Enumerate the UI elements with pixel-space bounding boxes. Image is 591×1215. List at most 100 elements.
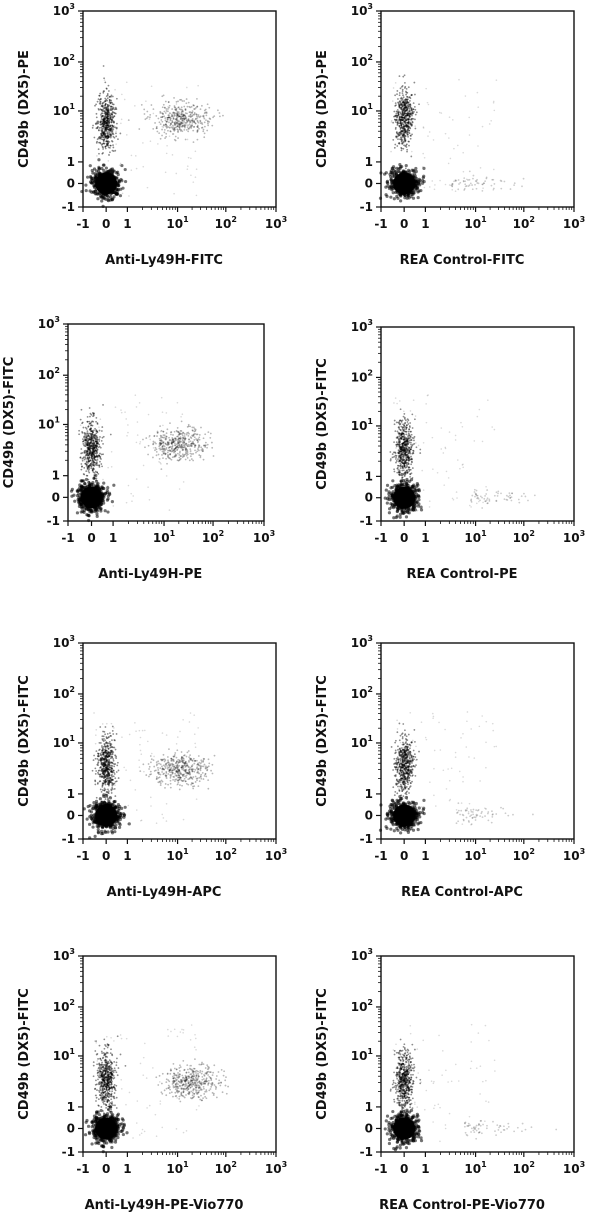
event-dot <box>167 449 169 452</box>
event-dot <box>101 115 104 118</box>
event-dot <box>403 106 406 109</box>
event-dot <box>109 125 112 128</box>
event-dot <box>190 442 193 445</box>
event-dot <box>84 188 88 193</box>
event-dot <box>84 445 86 447</box>
event-dot <box>455 179 458 182</box>
event-dot <box>86 474 89 477</box>
event-dot <box>100 123 103 125</box>
event-dot <box>78 433 81 436</box>
event-dot <box>97 167 102 171</box>
event-dot <box>171 121 174 124</box>
event-dot <box>193 120 195 123</box>
x-tick-label: 102 <box>202 529 224 545</box>
event-dot <box>102 148 105 150</box>
event-dot <box>180 430 183 432</box>
event-dot <box>124 411 126 413</box>
event-dot <box>167 101 170 103</box>
event-dot <box>105 136 108 138</box>
event-dot <box>82 502 85 504</box>
event-dot <box>397 122 400 125</box>
event-dot <box>410 124 413 127</box>
event-dot <box>164 171 167 174</box>
event-dot <box>100 134 103 137</box>
event-dot <box>93 461 96 464</box>
x-tick-label: 1 <box>109 531 117 545</box>
event-dot <box>401 510 405 515</box>
event-dot <box>102 125 105 128</box>
event-dot <box>109 133 112 135</box>
event-dot <box>154 122 156 124</box>
y-tick-label: 103 <box>351 2 373 18</box>
event-dot <box>396 108 399 111</box>
event-dot <box>181 109 184 112</box>
event-dot <box>187 130 190 133</box>
event-dot <box>102 110 105 112</box>
event-dot <box>160 119 163 121</box>
event-dot <box>185 447 187 450</box>
event-dot <box>89 447 92 450</box>
event-dot <box>192 104 194 106</box>
event-dot <box>108 96 111 98</box>
event-dot <box>400 106 402 109</box>
event-dot <box>178 488 181 490</box>
event-dot <box>106 117 109 120</box>
event-dot <box>402 113 405 116</box>
event-dot <box>406 96 409 98</box>
event-dot <box>113 108 116 111</box>
event-dot <box>86 430 89 433</box>
event-dot <box>102 115 104 118</box>
event-dot <box>490 119 492 122</box>
event-dot <box>165 123 167 126</box>
event-dot <box>114 106 117 109</box>
event-dot <box>102 132 105 135</box>
event-dot <box>95 444 97 447</box>
event-dot <box>465 185 468 187</box>
event-dot <box>157 117 160 120</box>
event-dot <box>91 176 95 180</box>
event-dot <box>104 132 107 135</box>
event-dots <box>80 65 224 209</box>
event-dot <box>451 185 454 188</box>
event-dot <box>189 444 192 447</box>
event-dot <box>439 179 441 182</box>
event-dot <box>104 127 107 129</box>
event-dot <box>75 489 79 493</box>
event-dot <box>174 135 177 138</box>
event-dot <box>84 441 87 444</box>
event-dot <box>165 152 168 155</box>
event-dot <box>166 120 169 123</box>
event-dot <box>91 484 94 487</box>
event-dot <box>403 74 406 77</box>
event-dot <box>406 131 409 134</box>
event-dot <box>105 122 108 125</box>
event-dot <box>107 111 110 113</box>
event-dot <box>176 112 179 115</box>
event-dot <box>467 185 470 188</box>
event-dot <box>181 434 184 437</box>
event-dot <box>102 121 105 123</box>
event-dot <box>111 106 114 108</box>
event-dot <box>111 116 114 119</box>
event-dot <box>168 106 170 109</box>
event-dot <box>173 430 176 433</box>
event-dot <box>109 128 111 130</box>
event-dot <box>106 133 109 135</box>
event-dot <box>73 499 77 503</box>
event-dot <box>402 100 405 103</box>
event-dot <box>165 412 168 414</box>
event-dot <box>111 129 114 132</box>
event-dot <box>106 120 109 122</box>
event-dot <box>180 444 183 446</box>
event-dot <box>103 123 106 126</box>
event-dot <box>183 100 186 102</box>
event-dot <box>99 418 102 421</box>
event-dot <box>101 129 104 132</box>
event-dot <box>104 117 107 120</box>
event-dot <box>102 442 104 445</box>
event-dot <box>400 116 403 119</box>
event-dot <box>93 450 96 453</box>
event-dot <box>195 117 197 120</box>
event-dot <box>95 455 98 458</box>
event-dot <box>108 120 111 123</box>
